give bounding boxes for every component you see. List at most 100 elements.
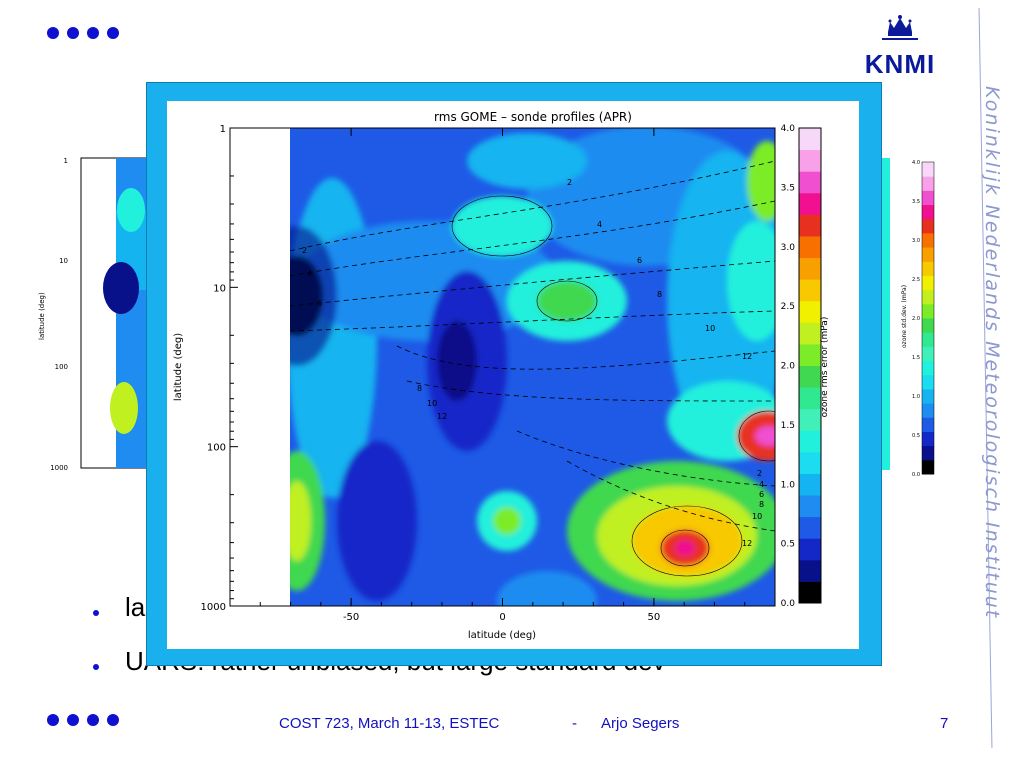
colorbar-tick-label: 0.0 — [781, 599, 796, 609]
bg-colorbar-swatch — [922, 218, 934, 234]
contour-label: 6 — [637, 256, 642, 265]
decor-dot — [107, 714, 119, 726]
bg-colorbar-label: ozone std.dev. (mPa) — [901, 285, 908, 348]
bg-colorbar-tick-label: 1.5 — [912, 355, 920, 361]
contour-label: 12 — [437, 412, 447, 421]
bg-colorbar-swatch — [922, 445, 934, 461]
bg-colorbar-swatch — [922, 388, 934, 404]
main-chart: rms GOME – sonde profiles (APR) — [167, 101, 859, 649]
colorbar-tick-label: 4.0 — [781, 124, 796, 134]
bullet-dot — [93, 664, 99, 670]
colorbar-swatch — [799, 387, 821, 410]
colorbar-frame — [798, 127, 822, 604]
contour-label: 12 — [742, 539, 752, 548]
chart-popup: rms GOME – sonde profiles (APR) — [146, 82, 882, 666]
colorbar-tick-label: 2.5 — [781, 302, 795, 312]
bg-colorbar-swatch — [922, 176, 934, 191]
footer-author: Arjo Segers — [601, 715, 680, 732]
logo-text: KNMI — [864, 49, 936, 79]
colorbar: 0.0 0.5 1.0 1.5 2.0 2.5 3.0 3.5 4.0 — [781, 124, 822, 609]
bg-colorbar-swatch — [922, 190, 934, 206]
bg-colorbar-tick-label: 3.5 — [912, 199, 920, 205]
colorbar-swatch — [799, 581, 821, 604]
contour-label: 2 — [302, 246, 307, 255]
bg-colorbar-swatch — [922, 332, 934, 347]
bg-colorbar-swatch — [922, 431, 934, 447]
y-tick-label: 100 — [207, 443, 226, 454]
colorbar-swatch — [799, 322, 821, 345]
bg-left-ytick: 1000 — [50, 464, 68, 472]
bg-colorbar-swatch — [922, 417, 934, 432]
contour-label: 8 — [657, 290, 662, 299]
bg-colorbar-tick-label: 3.0 — [912, 238, 920, 244]
contour-label: 8 — [759, 500, 764, 509]
x-tick-label: 50 — [648, 612, 661, 623]
contour-label: 10 — [752, 512, 762, 521]
knmi-logo: KNMI — [860, 14, 940, 79]
colorbar-tick-label: 3.5 — [781, 183, 795, 193]
bg-colorbar-swatch — [922, 346, 934, 362]
colorbar-tick-label: 1.5 — [781, 421, 795, 431]
bg-colorbar-tick-label: 0.5 — [912, 433, 920, 439]
contour-label: 12 — [742, 352, 752, 361]
bg-colorbar-swatch — [922, 204, 934, 220]
bg-colorbar-tick-label: 2.5 — [912, 277, 920, 283]
bg-colorbar-swatch — [922, 459, 934, 475]
background-chart-left: latitude (deg) 1 10 100 1000 — [38, 157, 156, 472]
bg-colorbar-swatch — [922, 232, 934, 248]
colorbar-tick-label: 0.5 — [781, 540, 795, 550]
bg-colorbar-tick-label: 2.0 — [912, 316, 920, 322]
crown-icon — [882, 15, 918, 40]
colorbar-swatch — [799, 149, 821, 172]
decor-dot — [47, 27, 59, 39]
colorbar-tick-label: 2.0 — [781, 362, 796, 372]
y-tick-label: 10 — [213, 283, 226, 294]
bg-colorbar-swatch — [922, 360, 934, 376]
bg-colorbar-frame — [921, 161, 935, 475]
colorbar-swatch — [799, 343, 821, 366]
colorbar-swatch — [799, 235, 821, 259]
institute-name: Koninklijk Nederlands Meteorologisch Ins… — [981, 86, 1003, 620]
contour-label: 2 — [757, 469, 762, 478]
bg-colorbar-swatch — [922, 403, 934, 418]
colorbar-swatch — [799, 408, 821, 431]
colorbar-swatch — [799, 128, 821, 151]
footer-event: COST 723, March 11-13, ESTEC — [279, 715, 500, 732]
colorbar-tick-label: 3.0 — [781, 243, 796, 253]
colorbar-swatch — [799, 559, 821, 582]
colorbar-tick-label: 1.0 — [781, 480, 796, 490]
contour-label: 2 — [567, 178, 572, 187]
colorbar-swatch — [799, 495, 821, 518]
colorbar-swatch — [799, 171, 821, 194]
contour-label: 10 — [427, 399, 437, 408]
contour-label: 8 — [417, 384, 422, 393]
bg-colorbar-swatch — [922, 261, 934, 276]
colorbar-swatch — [799, 192, 821, 215]
bg-colorbar-tick-label: 1.0 — [912, 394, 920, 400]
bg-colorbar-swatch — [922, 275, 934, 291]
bg-left-ylabel: latitude (deg) — [38, 292, 46, 340]
bg-colorbar-swatch — [922, 247, 934, 262]
decor-dot — [87, 27, 99, 39]
bg-colorbar-swatch — [922, 289, 934, 305]
bg-colorbar-tick-label: 0.0 — [912, 472, 920, 478]
footer-separator: - — [572, 715, 577, 732]
y-tick-label: 1 — [220, 124, 226, 135]
contour-label: 6 — [759, 490, 764, 499]
colorbar-swatch — [799, 538, 821, 561]
y-axis-label: latitude (deg) — [173, 333, 184, 401]
contour-label: 4 — [307, 269, 312, 278]
x-tick-label: -50 — [343, 612, 359, 623]
colorbar-swatch — [799, 451, 821, 474]
colorbar-swatch — [799, 473, 821, 496]
bg-colorbar-swatch — [922, 162, 934, 177]
bg-colorbar-swatch — [922, 318, 934, 333]
x-axis-label: latitude (deg) — [468, 630, 536, 641]
y-tick-label: 1000 — [201, 602, 226, 613]
contour-label: 4 — [597, 220, 602, 229]
bg-colorbar-swatch — [922, 303, 934, 319]
decor-dot — [47, 714, 59, 726]
bg-colorbar-tick-label: 4.0 — [912, 160, 920, 166]
bg-left-ytick: 10 — [59, 257, 68, 265]
